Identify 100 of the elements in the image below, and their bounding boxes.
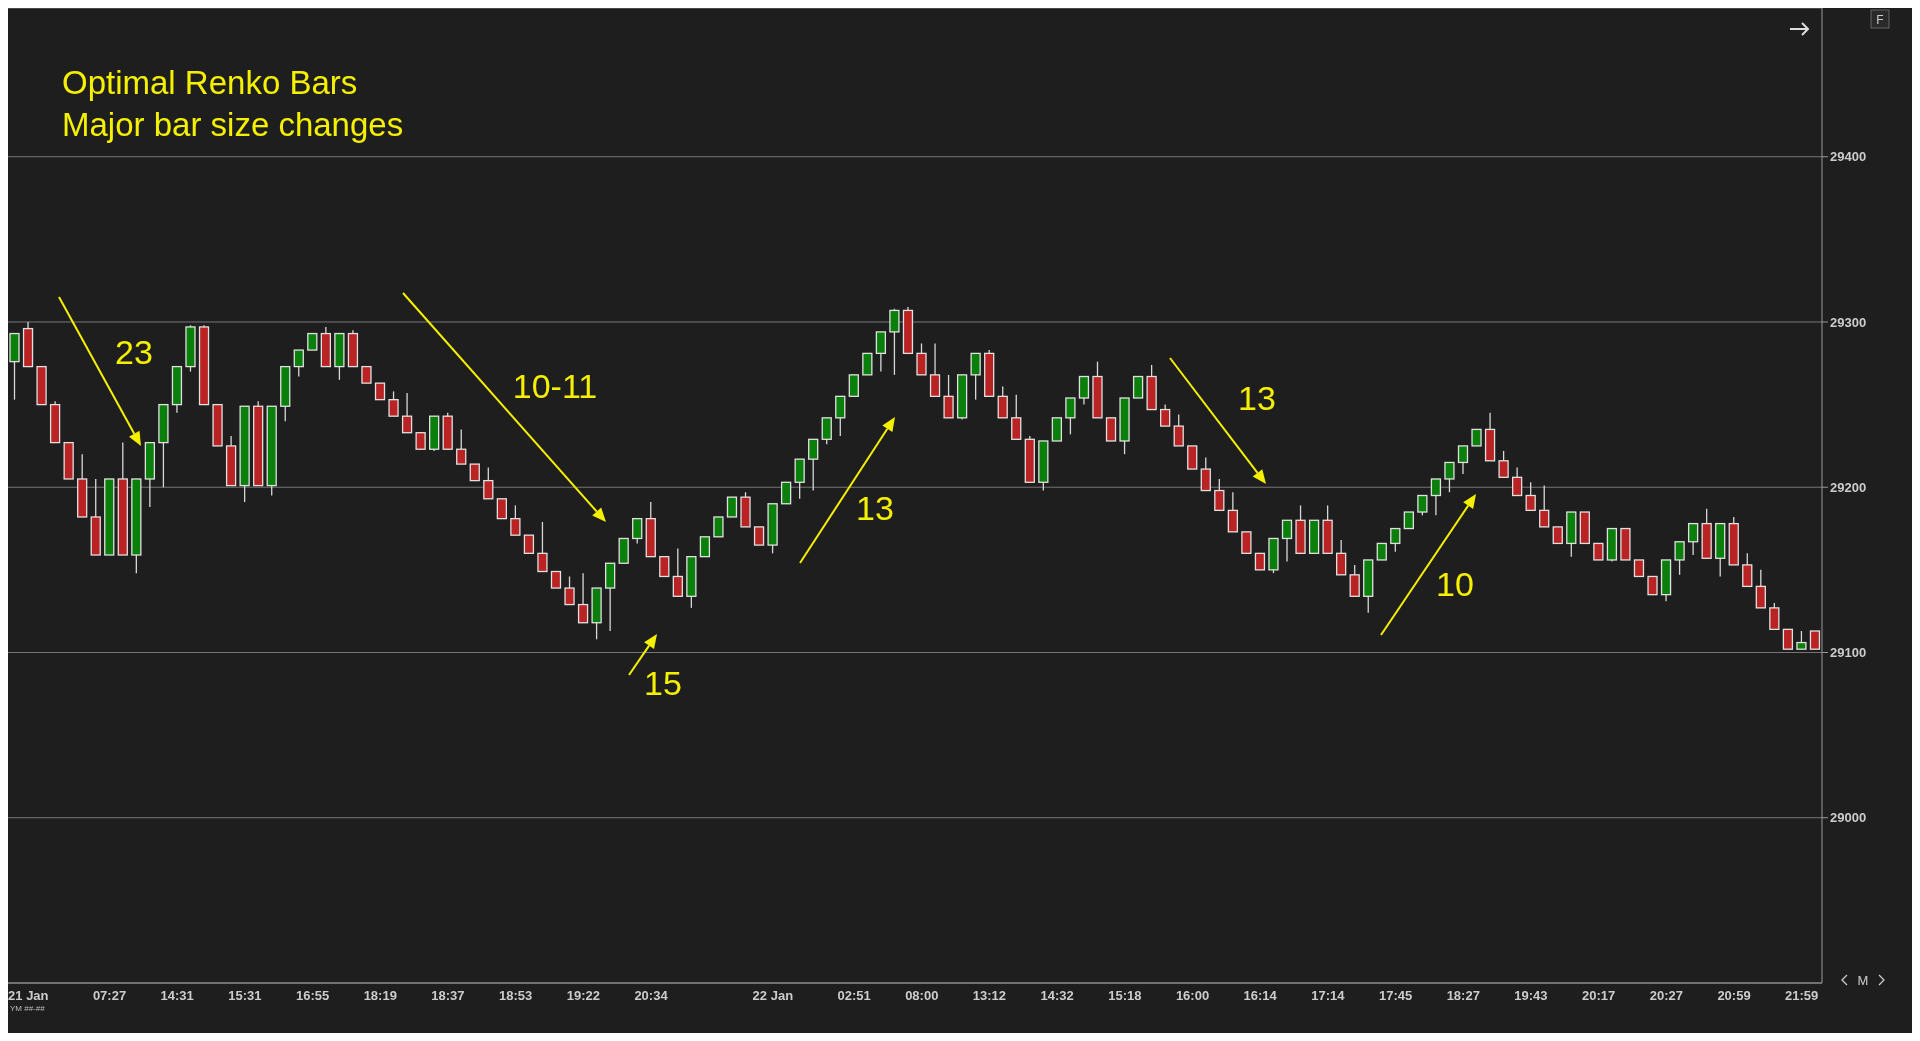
x-tick-label: 14:31 (160, 988, 194, 1004)
x-tick-label: 14:32 (1040, 988, 1074, 1004)
candlestick (1417, 494, 1428, 516)
candlestick (523, 534, 535, 554)
candlestick (848, 374, 859, 397)
candlestick (401, 392, 413, 434)
candlestick (1498, 450, 1509, 478)
candlestick (1187, 445, 1198, 470)
candlestick (780, 481, 792, 505)
candlestick (496, 498, 507, 520)
x-tick-label: 16:55 (295, 988, 330, 1004)
text: Major bar size changes (62, 106, 404, 143)
x-tick-label: 19:43 (1514, 988, 1548, 1004)
candlestick (699, 536, 711, 558)
candlestick (1132, 375, 1144, 399)
candlestick (632, 517, 643, 545)
candlestick (1782, 628, 1794, 650)
candlestick (1687, 522, 1699, 556)
candlestick (1214, 478, 1225, 512)
x-tick-label: 21:59 (1785, 988, 1819, 1004)
candlestick (1769, 602, 1780, 631)
candlestick (1336, 539, 1347, 576)
candlestick (1160, 403, 1171, 427)
x-tick-label: 16:00 (1175, 988, 1210, 1004)
x-tick-label: 08:00 (905, 988, 939, 1004)
x-tick-label: 16:14 (1243, 988, 1278, 1004)
annotation: 10 (1436, 565, 1474, 603)
candlestick (1105, 417, 1117, 442)
candlestick (1065, 397, 1076, 436)
candlestick (672, 547, 683, 597)
candlestick (510, 504, 521, 536)
annotation: 15 (644, 664, 682, 702)
x-tick-label: 17:14 (1311, 988, 1346, 1004)
y-tick-label: 29200 (1830, 479, 1867, 495)
annotation: 13 (1238, 379, 1276, 417)
candlestick (1444, 461, 1455, 493)
x-tick-label: 02:51 (837, 988, 871, 1004)
x-tick-label: 17:45 (1378, 988, 1413, 1004)
candlestick (889, 308, 900, 376)
candlestick (1349, 564, 1360, 597)
candlestick (821, 417, 832, 445)
y-tick-label: 29000 (1830, 810, 1867, 826)
candlestick (1457, 445, 1469, 475)
x-tick-label: 20:34 (634, 988, 669, 1004)
candlestick (1742, 552, 1753, 588)
candlestick (1539, 484, 1550, 528)
y-tick-label: 29300 (1830, 314, 1867, 330)
annotation: 23 (115, 333, 153, 371)
text: YM ##-## (10, 1004, 46, 1013)
y-tick-label: 29100 (1830, 645, 1867, 661)
candlestick (1241, 531, 1252, 554)
y-tick-label: 29400 (1830, 149, 1867, 165)
candlestick (713, 516, 724, 538)
candlestick (753, 526, 765, 546)
candlestick (1674, 541, 1685, 576)
candlestick (483, 466, 494, 500)
candlestick (862, 352, 873, 376)
candlestick (1051, 417, 1063, 442)
candlestick (726, 496, 738, 518)
candlestick (1796, 630, 1807, 650)
candlestick (943, 374, 954, 419)
candlestick (1390, 527, 1401, 553)
candlestick (970, 352, 981, 401)
candlestick (1511, 466, 1523, 497)
candlestick (577, 572, 589, 624)
candlestick (1430, 478, 1442, 516)
x-tick-label: 13:12 (972, 988, 1007, 1004)
candlestick (537, 521, 548, 573)
x-tick-label: 15:31 (228, 988, 262, 1004)
text: M (1857, 973, 1869, 988)
x-tick-label: 20:17 (1582, 988, 1616, 1004)
candlestick (388, 390, 399, 417)
candlestick (659, 555, 670, 578)
candlestick (293, 349, 304, 378)
x-tick-label: 20:59 (1717, 988, 1751, 1004)
candlestick (794, 458, 805, 500)
text: F (1876, 13, 1884, 27)
candlestick (1227, 491, 1239, 533)
candlestick (1078, 375, 1090, 406)
candlestick (1755, 569, 1766, 609)
x-tick-label: 15:18 (1108, 988, 1142, 1004)
candlestick (808, 438, 819, 492)
candlestick (1200, 456, 1211, 492)
x-tick-label: 18:53 (499, 988, 533, 1004)
candlestick (1173, 413, 1184, 447)
candlestick (929, 342, 941, 397)
candlestick (1011, 394, 1022, 440)
x-tick-label: 18:37 (431, 988, 465, 1004)
x-tick-label: 21 Jan (8, 988, 49, 1004)
candlestick (1647, 575, 1658, 596)
candlestick (1281, 519, 1293, 563)
candlestick (564, 575, 575, 606)
candlestick (916, 342, 927, 376)
candlestick (835, 395, 846, 437)
candlestick (997, 385, 1008, 419)
x-tick-label: 22 Jan (752, 988, 794, 1004)
annotation: 10-11 (512, 367, 598, 405)
x-tick-label: 18:27 (1446, 988, 1480, 1004)
text: Optimal Renko Bars (62, 64, 358, 101)
candlestick (875, 331, 887, 373)
